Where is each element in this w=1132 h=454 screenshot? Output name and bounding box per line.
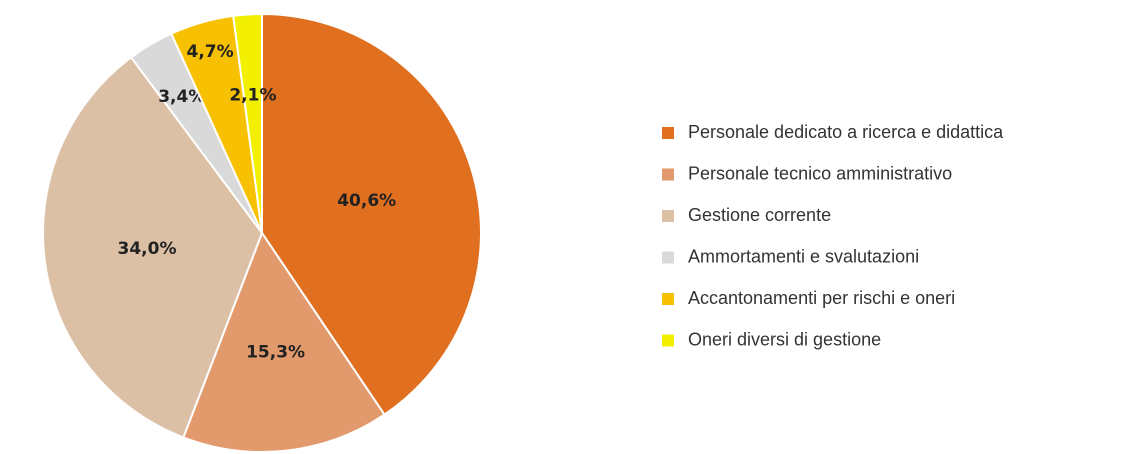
legend-swatch (662, 127, 674, 139)
pie-slice (232, 12, 263, 234)
legend-swatch (662, 251, 674, 264)
legend-label: Ammortamenti e svalutazioni (688, 246, 919, 266)
legend-label: Gestione corrente (688, 205, 831, 225)
legend-swatch (662, 334, 674, 347)
value-label: 4,7% (186, 42, 233, 62)
value-label: 15,3% (246, 343, 305, 363)
legend-label: Accantonamenti per rischi e oneri (688, 288, 955, 308)
legend-label: Oneri diversi di gestione (688, 329, 881, 349)
pie-slice (182, 230, 386, 453)
legend-swatch (662, 293, 674, 305)
pie-slice (261, 12, 482, 416)
value-label: 40,6% (337, 191, 396, 211)
legend-label: Personale dedicato a ricerca e didattica (688, 122, 1004, 142)
legend: Personale dedicato a ricerca e didattica… (662, 122, 1004, 349)
legend-swatch (662, 168, 674, 181)
legend-swatch (662, 210, 674, 222)
value-label: 3,4% (158, 87, 205, 107)
legend-label: Personale tecnico amministrativo (688, 163, 952, 183)
pie-slice (42, 55, 264, 439)
value-label: 2,1% (229, 85, 276, 105)
value-label: 34,0% (118, 239, 177, 259)
pie: 40,6% 15,3% 34,0% 3,4% 4,7% 2,1% (42, 12, 482, 453)
